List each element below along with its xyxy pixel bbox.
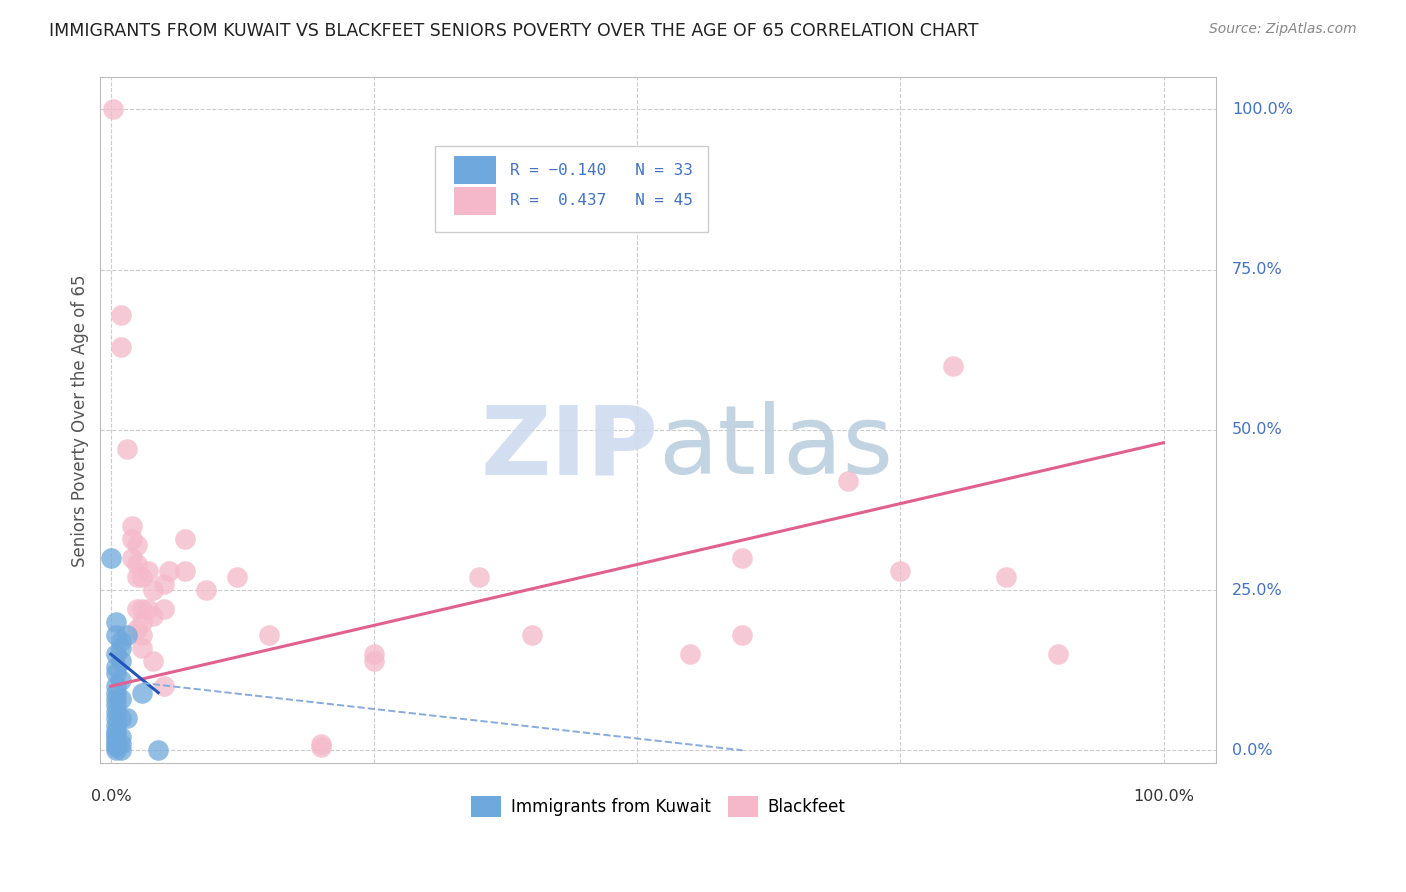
Point (110, 711, 132, 725)
Point (173, 532, 195, 546)
Point (131, 615, 153, 629)
Text: R =  0.437   N = 45: R = 0.437 N = 45 (510, 194, 693, 209)
Point (142, 583, 165, 598)
Point (148, 743, 170, 757)
Point (127, 538, 149, 552)
Point (731, 551, 754, 566)
Bar (454, 187, 496, 215)
Point (105, 666, 128, 681)
Point (110, 737, 132, 751)
Point (105, 724, 128, 739)
FancyBboxPatch shape (434, 146, 709, 232)
Point (105, 615, 128, 629)
Point (115, 711, 138, 725)
Point (520, 628, 543, 642)
Point (131, 685, 153, 699)
Point (311, 740, 333, 755)
Point (363, 647, 385, 661)
Bar (454, 156, 496, 184)
Point (105, 731, 128, 745)
Point (115, 628, 138, 642)
Text: ZIP: ZIP (481, 401, 658, 494)
Point (105, 685, 128, 699)
Point (994, 570, 1017, 584)
Text: 25.0%: 25.0% (1232, 582, 1282, 598)
Text: R = −0.140   N = 33: R = −0.140 N = 33 (510, 162, 693, 178)
Text: 100.0%: 100.0% (1133, 789, 1194, 804)
Point (101, 103, 124, 117)
Text: 100.0%: 100.0% (1232, 102, 1294, 117)
Text: 50.0%: 50.0% (1232, 423, 1282, 437)
Point (121, 532, 143, 546)
Point (105, 692, 128, 706)
Point (105, 743, 128, 757)
Point (105, 698, 128, 713)
Text: Source: ZipAtlas.com: Source: ZipAtlas.com (1209, 22, 1357, 37)
Point (121, 519, 143, 533)
Point (173, 564, 195, 578)
Point (889, 564, 911, 578)
Point (105, 727, 128, 741)
Point (121, 551, 143, 566)
Point (105, 737, 128, 751)
Point (1047, 647, 1070, 661)
Point (131, 570, 153, 584)
Point (679, 647, 702, 661)
Point (226, 570, 249, 584)
Point (136, 564, 159, 578)
Point (110, 731, 132, 745)
Point (105, 660, 128, 674)
Point (105, 647, 128, 661)
Text: atlas: atlas (658, 401, 893, 494)
Point (110, 640, 132, 655)
Point (105, 711, 128, 725)
Point (105, 717, 128, 731)
Point (110, 673, 132, 687)
Point (731, 628, 754, 642)
Point (363, 654, 385, 668)
Point (152, 602, 174, 616)
Point (105, 679, 128, 693)
Point (311, 737, 333, 751)
Point (142, 608, 165, 623)
Point (468, 570, 491, 584)
Point (110, 634, 132, 648)
Point (105, 628, 128, 642)
Point (110, 340, 132, 354)
Point (110, 308, 132, 322)
Point (131, 602, 153, 616)
Text: IMMIGRANTS FROM KUWAIT VS BLACKFEET SENIORS POVERTY OVER THE AGE OF 65 CORRELATI: IMMIGRANTS FROM KUWAIT VS BLACKFEET SENI… (49, 22, 979, 40)
Point (152, 679, 174, 693)
Point (115, 442, 138, 457)
Point (142, 654, 165, 668)
Point (194, 583, 217, 598)
Point (105, 740, 128, 755)
Point (257, 628, 280, 642)
Point (110, 654, 132, 668)
Point (105, 733, 128, 747)
Text: 0.0%: 0.0% (90, 789, 131, 804)
Point (136, 602, 159, 616)
Point (127, 558, 149, 572)
Point (110, 743, 132, 757)
Point (837, 474, 859, 488)
Point (131, 640, 153, 655)
Point (110, 692, 132, 706)
Point (131, 628, 153, 642)
Point (127, 622, 149, 636)
Point (100, 551, 122, 566)
Text: 75.0%: 75.0% (1232, 262, 1282, 277)
Point (105, 705, 128, 719)
Point (942, 359, 965, 373)
Legend: Immigrants from Kuwait, Blackfeet: Immigrants from Kuwait, Blackfeet (464, 789, 852, 823)
Y-axis label: Seniors Poverty Over the Age of 65: Seniors Poverty Over the Age of 65 (72, 274, 89, 566)
Point (127, 602, 149, 616)
Point (152, 576, 174, 591)
Text: 0.0%: 0.0% (1232, 743, 1272, 758)
Point (127, 570, 149, 584)
Point (157, 564, 180, 578)
